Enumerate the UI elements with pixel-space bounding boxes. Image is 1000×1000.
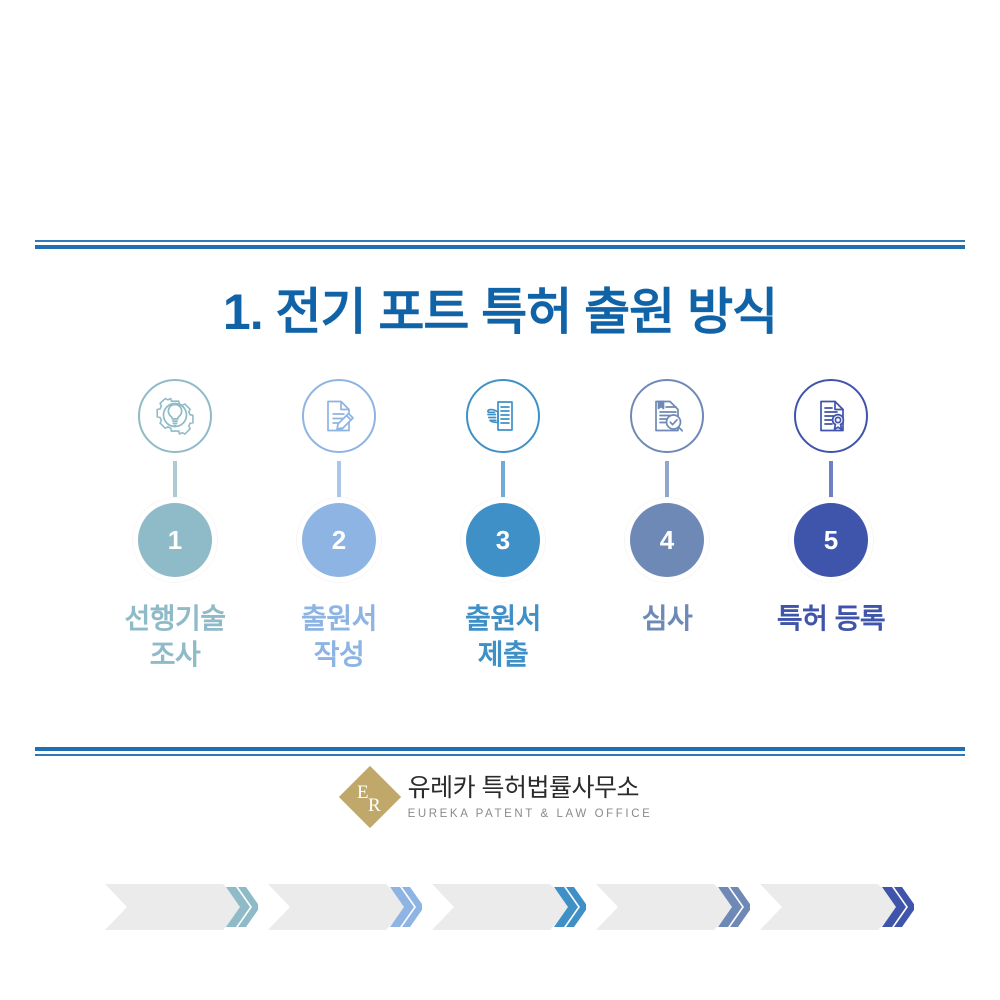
step-4-dotted-ring <box>624 497 710 583</box>
divider-bottom-gap <box>35 751 965 754</box>
step-2-connector <box>337 461 341 497</box>
step-2-dotted-ring <box>296 497 382 583</box>
ribbon-segment-5 <box>760 884 900 930</box>
document-magnifier-check-icon <box>646 395 688 437</box>
chevron-arrow-4 <box>716 881 752 933</box>
ribbon-segment-3 <box>432 884 572 930</box>
step-3-number-circle[interactable]: 3 <box>460 497 546 583</box>
step-4-label: 심사 <box>641 603 693 634</box>
step-5-dotted-ring <box>788 497 874 583</box>
chevron-arrow-5 <box>880 881 916 933</box>
process-flow: 1 선행기술 조사 2 <box>0 368 1000 688</box>
step-2-icon-ring <box>302 379 376 453</box>
step-3-dotted-ring <box>460 497 546 583</box>
step-3-connector <box>501 461 505 497</box>
footer-logo: E R 유레카 특허법률사무소 EUREKA PATENT & LAW OFFI… <box>0 766 1000 829</box>
process-step-4[interactable]: 4 심사 <box>577 368 757 637</box>
chevron-arrow-3 <box>552 881 588 933</box>
firm-name-korean: 유레카 특허법률사무소 <box>407 774 640 802</box>
step-1-dotted-ring <box>132 497 218 583</box>
process-step-2[interactable]: 2 출원서 작성 <box>249 368 429 673</box>
divider-top-thick-line <box>35 245 965 249</box>
ribbon-segment-2 <box>268 884 408 930</box>
step-2-label: 출원서 작성 <box>301 603 377 670</box>
chevron-arrow-1 <box>224 881 260 933</box>
logo-monogram-e: E <box>356 782 369 804</box>
step-2-number-circle[interactable]: 2 <box>296 497 382 583</box>
chevron-arrow-2 <box>388 881 424 933</box>
step-4-icon-ring <box>630 379 704 453</box>
hand-submit-document-icon <box>482 395 524 437</box>
divider-bottom-thick-line <box>35 747 965 751</box>
step-5-number-circle[interactable]: 5 <box>788 497 874 583</box>
divider-top <box>35 240 965 249</box>
step-1-icon-ring <box>138 379 212 453</box>
divider-bottom <box>35 747 965 756</box>
step-1-number-circle[interactable]: 1 <box>132 497 218 583</box>
eureka-diamond-logo-icon: E R <box>338 766 401 829</box>
step-1-label: 선행기술 조사 <box>124 603 226 670</box>
logo-text-block: 유레카 특허법률사무소 EUREKA PATENT & LAW OFFICE <box>407 774 653 820</box>
firm-name-english: EUREKA PATENT & LAW OFFICE <box>407 807 653 820</box>
logo-monogram: E R <box>348 775 392 819</box>
step-1-connector <box>173 461 177 497</box>
step-4-number-circle[interactable]: 4 <box>624 497 710 583</box>
ribbon-segment-4 <box>596 884 736 930</box>
step-3-icon-ring <box>466 379 540 453</box>
step-5-label: 특허 등록 <box>776 603 886 634</box>
step-4-connector <box>665 461 669 497</box>
process-step-3[interactable]: 3 출원서 제출 <box>413 368 593 673</box>
lightbulb-gear-icon <box>153 394 197 438</box>
divider-top-gap <box>35 242 965 245</box>
step-5-icon-ring <box>794 379 868 453</box>
certificate-seal-icon <box>810 395 852 437</box>
page-title: 1. 전기 포트 특허 출원 방식 <box>222 284 778 340</box>
divider-top-thin-line <box>35 240 965 242</box>
ribbon-segment-1 <box>105 884 245 930</box>
document-pencil-icon <box>318 395 360 437</box>
step-5-connector <box>829 461 833 497</box>
step-3-label: 출원서 제출 <box>465 603 541 670</box>
process-step-5[interactable]: 5 특허 등록 <box>741 368 921 637</box>
divider-bottom-thin-line <box>35 754 965 756</box>
logo-monogram-r: R <box>367 795 381 817</box>
process-step-1[interactable]: 1 선행기술 조사 <box>85 368 265 673</box>
